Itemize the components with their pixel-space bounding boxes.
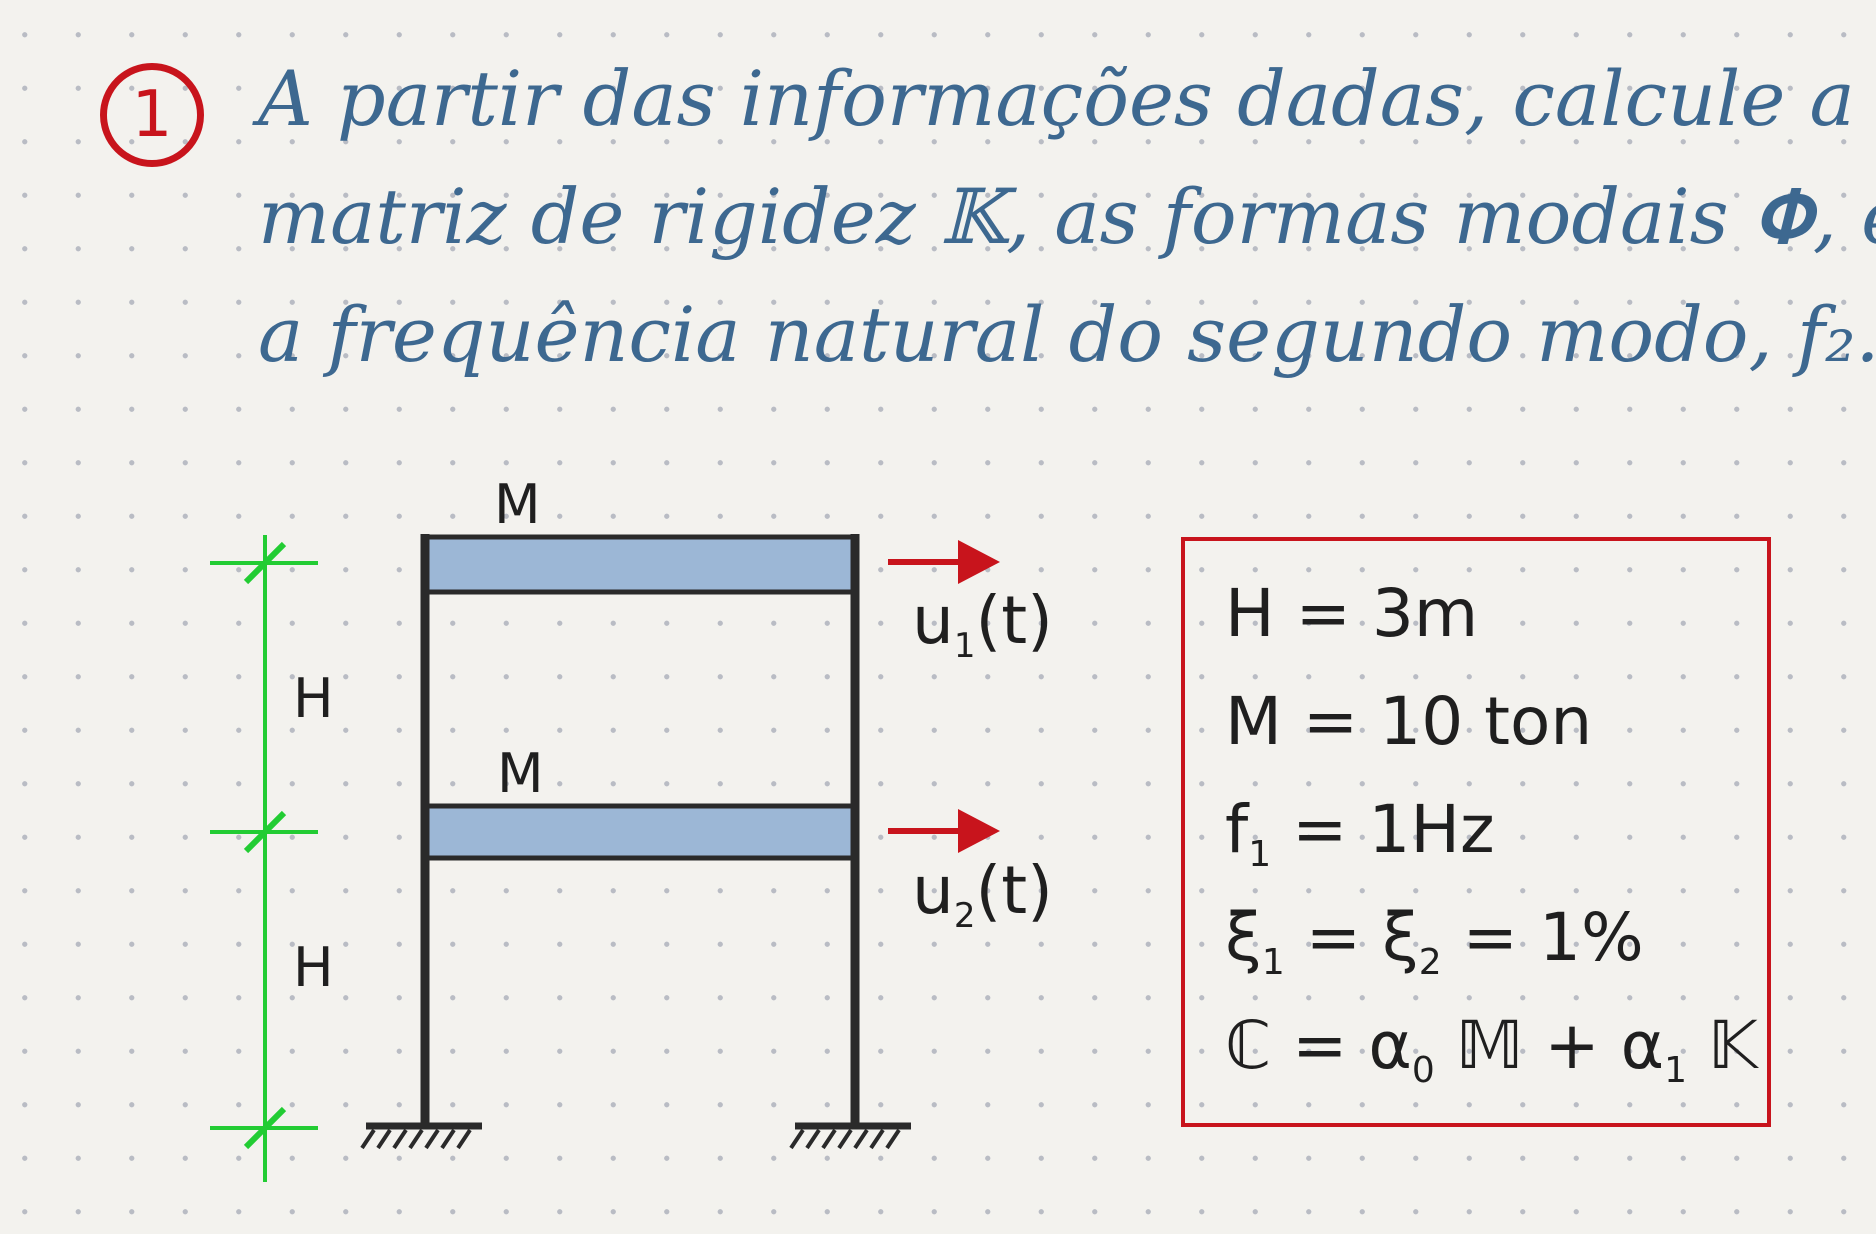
arrow-u2: [888, 809, 1000, 853]
arrow-u1: [888, 540, 1000, 584]
beam-top: [422, 534, 858, 595]
question-line-3: a frequência natural do segundo modo, f₂…: [258, 290, 1876, 379]
question-text: A partir das informações dadas, calcule …: [258, 40, 1876, 394]
height-label-upper: H: [293, 667, 334, 730]
given-mass: M = 10 ton: [1225, 683, 1593, 760]
dimension-line: [210, 535, 318, 1182]
displacement-label-u2: u2(t): [912, 852, 1053, 937]
support-left: [360, 1122, 482, 1150]
mass-label-top: M: [494, 473, 541, 536]
question-line-1: A partir das informações dadas, calcule …: [258, 54, 1855, 143]
beam-middle: [422, 803, 858, 861]
given-frequency: f1 = 1Hz: [1225, 791, 1495, 876]
question-number: 1: [131, 78, 173, 152]
support-right: [789, 1122, 911, 1150]
given-damping-matrix: ℂ = α0 𝕄 + α1 𝕂: [1225, 1007, 1758, 1092]
given-damping-ratio: ξ1 = ξ2 = 1%: [1225, 899, 1644, 984]
question-number-badge: 1: [100, 63, 204, 167]
given-data-box: H = 3m M = 10 ton f1 = 1Hz ξ1 = ξ2 = 1% …: [1181, 537, 1771, 1127]
mass-label-middle: M: [497, 742, 544, 805]
given-height: H = 3m: [1225, 575, 1479, 652]
question-line-2: matriz de rigidez 𝕂, as formas modais 𝚽,…: [258, 172, 1876, 261]
height-label-lower: H: [293, 936, 334, 999]
displacement-label-u1: u1(t): [912, 582, 1053, 667]
